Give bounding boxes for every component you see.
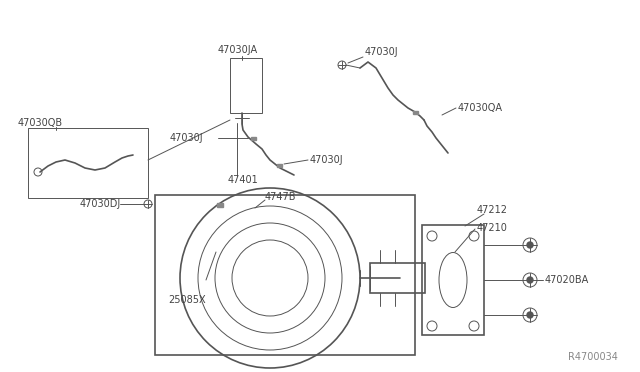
Text: 47210: 47210 (477, 223, 508, 233)
Text: 47030J: 47030J (310, 155, 344, 165)
Text: 47030QB: 47030QB (18, 118, 63, 128)
Bar (422, 225, 484, 335)
Text: 47030J: 47030J (365, 47, 399, 57)
Text: 47401: 47401 (228, 175, 259, 185)
Polygon shape (217, 203, 223, 207)
Text: 47020BA: 47020BA (545, 275, 589, 285)
Circle shape (527, 312, 533, 318)
Polygon shape (413, 110, 417, 113)
Text: 47030JA: 47030JA (218, 45, 258, 55)
Circle shape (527, 277, 533, 283)
Bar (230, 58, 262, 113)
Text: 47030J: 47030J (170, 133, 204, 143)
Bar (155, 195, 415, 355)
Text: 47212: 47212 (477, 205, 508, 215)
Text: 25085X: 25085X (168, 295, 205, 305)
Text: R4700034: R4700034 (568, 352, 618, 362)
Bar (28, 128, 148, 198)
Text: 47030QA: 47030QA (458, 103, 503, 113)
Polygon shape (276, 164, 282, 167)
Text: 47030DJ: 47030DJ (80, 199, 121, 209)
Text: 4747B: 4747B (265, 192, 296, 202)
Circle shape (527, 242, 533, 248)
Polygon shape (250, 137, 255, 140)
Bar (370, 263, 425, 293)
